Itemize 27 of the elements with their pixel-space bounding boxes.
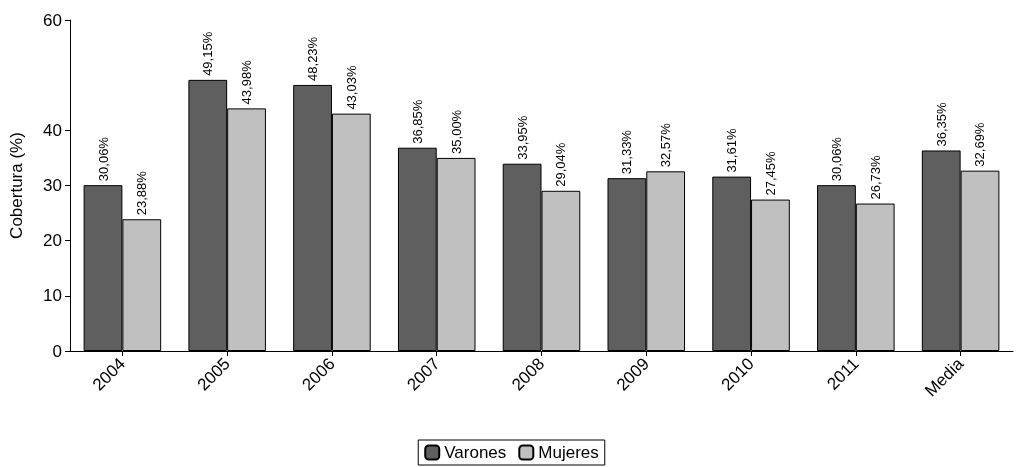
y-tick-label: 20	[43, 231, 62, 251]
data-label: 30,06%	[828, 136, 844, 182]
data-label: 32,57%	[658, 122, 674, 168]
data-label: 23,88%	[134, 170, 150, 216]
data-label: 49,15%	[200, 31, 216, 76]
data-label: 43,98%	[239, 59, 255, 105]
data-label: 29,04%	[553, 142, 569, 187]
data-label: 35,00%	[448, 109, 464, 154]
legend-label: Varones	[444, 443, 507, 462]
data-label: 30,06%	[95, 136, 111, 182]
y-axis-title: Cobertura (%)	[7, 132, 26, 239]
data-label: 26,73%	[867, 155, 883, 200]
data-label: 36,35%	[933, 101, 949, 147]
data-label: 32,69%	[972, 122, 988, 167]
data-label: 43,03%	[343, 65, 359, 110]
data-label: 36,85%	[409, 99, 425, 144]
y-tick-label: 0	[52, 341, 62, 361]
data-label: 48,23%	[305, 36, 321, 81]
data-label: 31,33%	[619, 129, 635, 175]
y-tick-label: 40	[43, 120, 62, 140]
y-tick-label: 60	[43, 10, 62, 30]
data-label: 33,95%	[514, 115, 530, 160]
y-tick-label: 30	[43, 176, 62, 195]
data-label: 27,45%	[762, 151, 778, 196]
legend-label: Mujeres	[538, 443, 599, 462]
data-label: 31,61%	[724, 128, 740, 173]
y-tick-label: 10	[43, 286, 62, 306]
